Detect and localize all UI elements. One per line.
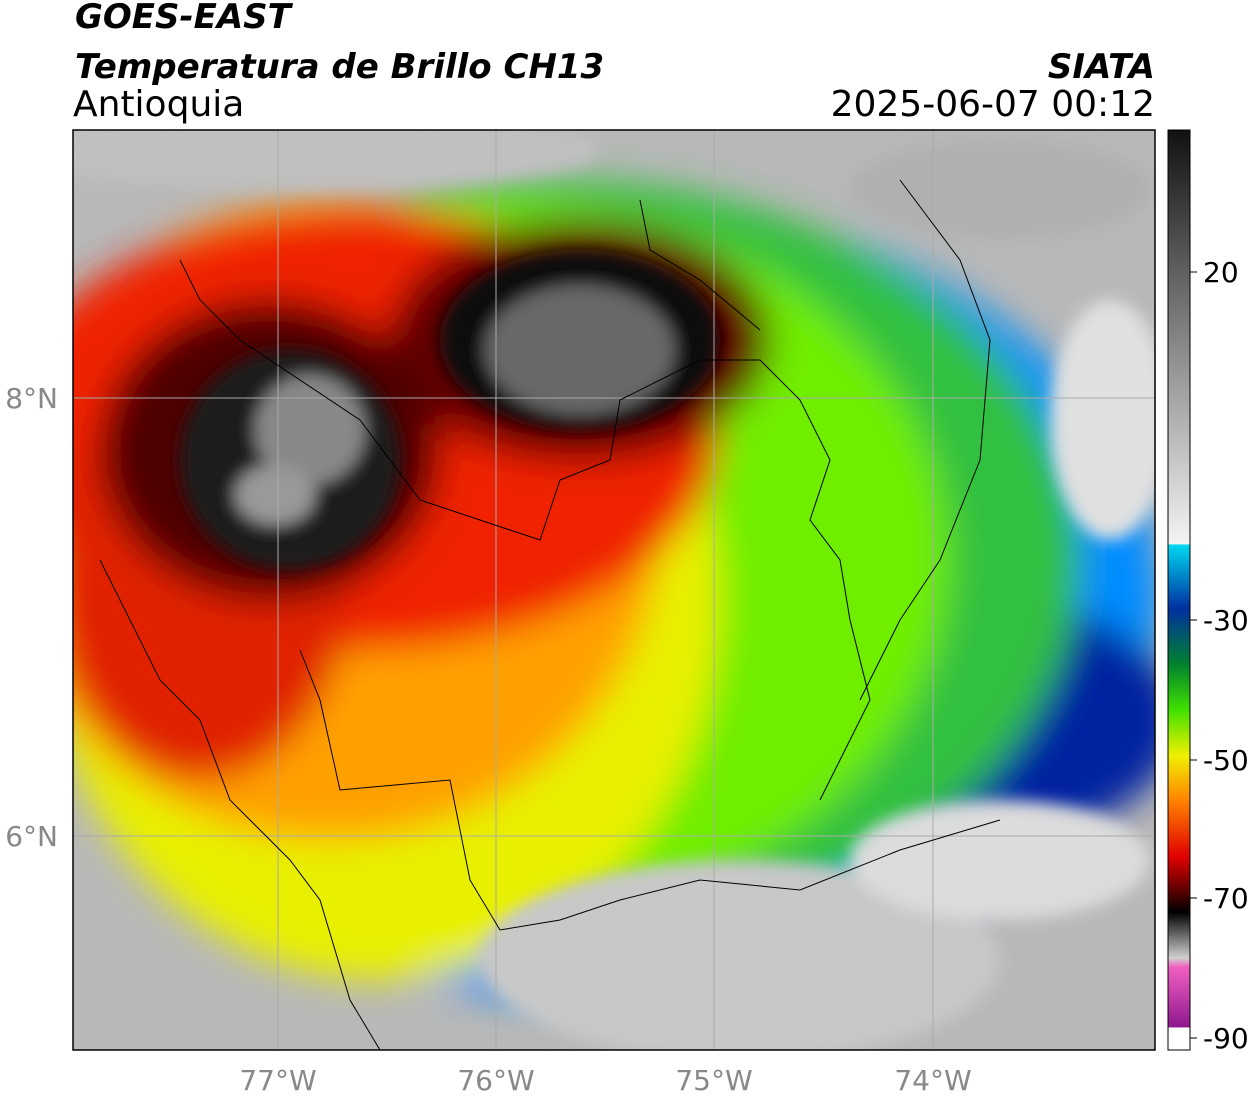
satellite-title: GOES-EAST (75, 0, 294, 37)
lat-label: 6°N (5, 820, 58, 853)
map-frame (72, 129, 1156, 1051)
colorbar-label: -70 (1203, 882, 1249, 915)
satellite-image (73, 130, 1155, 1050)
borders (99, 179, 1001, 1050)
colorbar-label: -90 (1203, 1022, 1249, 1055)
lat-label: 8°N (5, 382, 58, 415)
lon-label: 77°W (239, 1064, 316, 1097)
datetime: 2025-06-07 00:12 (831, 84, 1155, 125)
region: Antioquia (73, 84, 244, 125)
source: SIATA (1048, 47, 1155, 87)
colorbar-label: -50 (1203, 744, 1249, 777)
lon-label: 76°W (457, 1064, 534, 1097)
colorbar-label: -30 (1203, 604, 1249, 637)
product-title: Temperatura de Brillo CH13 (75, 47, 604, 87)
colorbar-ticks (1190, 271, 1197, 1039)
graticule (73, 130, 1155, 1050)
lon-label: 74°W (894, 1064, 971, 1097)
colorbar-label: 20 (1203, 256, 1239, 289)
lon-label: 75°W (675, 1064, 752, 1097)
colorbar (1167, 129, 1191, 1051)
